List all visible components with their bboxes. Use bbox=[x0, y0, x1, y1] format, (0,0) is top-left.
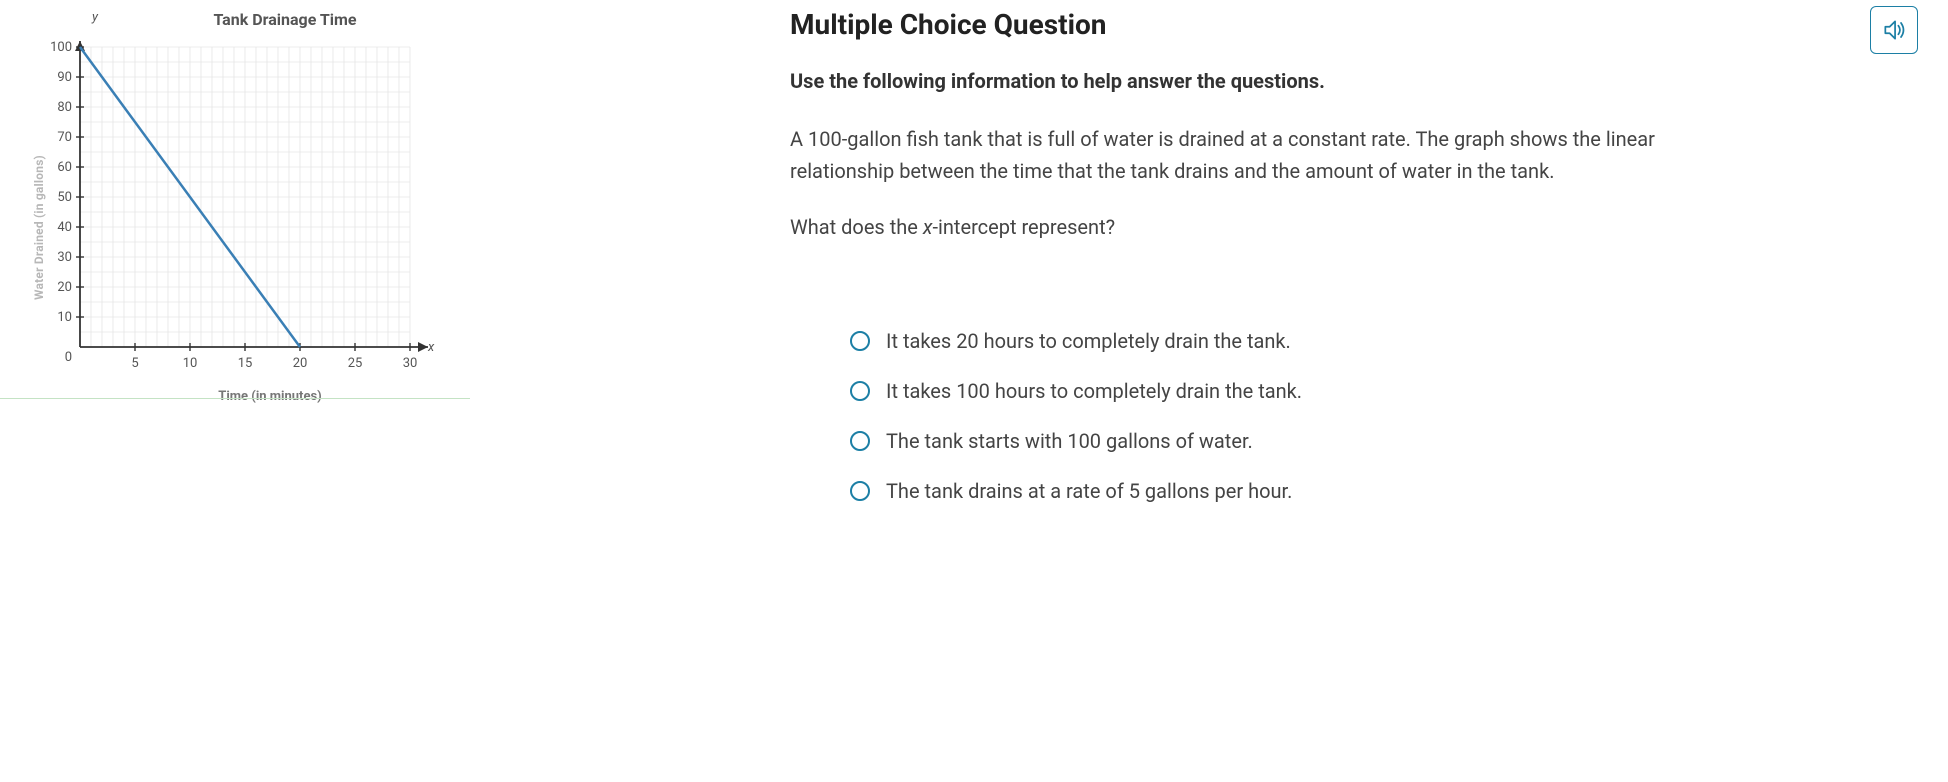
option-label: It takes 100 hours to completely drain t… bbox=[886, 379, 1302, 403]
svg-text:15: 15 bbox=[238, 356, 253, 371]
radio-icon bbox=[850, 381, 870, 401]
audio-button[interactable] bbox=[1870, 6, 1918, 54]
svg-text:30: 30 bbox=[403, 356, 418, 371]
divider-under-chart bbox=[0, 398, 470, 399]
svg-text:100: 100 bbox=[50, 40, 72, 55]
x-axis-letter: x bbox=[428, 340, 462, 374]
svg-text:10: 10 bbox=[183, 356, 198, 371]
radio-icon bbox=[850, 431, 870, 451]
chart-panel: Tank Drainage Time y Water Drained (in g… bbox=[0, 0, 780, 782]
question-instruction: Use the following information to help an… bbox=[790, 69, 1918, 93]
option-label: The tank drains at a rate of 5 gallons p… bbox=[886, 479, 1292, 503]
svg-text:50: 50 bbox=[57, 190, 72, 205]
svg-text:90: 90 bbox=[57, 70, 72, 85]
chart-title: Tank Drainage Time bbox=[110, 10, 460, 29]
prompt-suffix: -intercept represent? bbox=[932, 215, 1115, 239]
options-list: It takes 20 hours to completely drain th… bbox=[850, 329, 1918, 503]
option-label: It takes 20 hours to completely drain th… bbox=[886, 329, 1291, 353]
question-panel: Multiple Choice Question Use the followi… bbox=[780, 0, 1948, 782]
svg-text:60: 60 bbox=[57, 160, 72, 175]
svg-text:0: 0 bbox=[65, 350, 72, 365]
question-prompt: What does the x-intercept represent? bbox=[790, 215, 1918, 239]
option-d[interactable]: The tank drains at a rate of 5 gallons p… bbox=[850, 479, 1918, 503]
svg-text:70: 70 bbox=[57, 130, 72, 145]
svg-text:30: 30 bbox=[57, 250, 72, 265]
svg-text:10: 10 bbox=[57, 310, 72, 325]
option-b[interactable]: It takes 100 hours to completely drain t… bbox=[850, 379, 1918, 403]
svg-text:40: 40 bbox=[57, 220, 72, 235]
question-body: A 100-gallon fish tank that is full of w… bbox=[790, 123, 1690, 187]
y-axis-letter: y bbox=[92, 10, 98, 25]
speaker-icon bbox=[1881, 17, 1907, 43]
page-container: Tank Drainage Time y Water Drained (in g… bbox=[0, 0, 1948, 782]
question-heading: Multiple Choice Question bbox=[790, 8, 1918, 41]
option-c[interactable]: The tank starts with 100 gallons of wate… bbox=[850, 429, 1918, 453]
svg-text:20: 20 bbox=[57, 280, 72, 295]
radio-icon bbox=[850, 481, 870, 501]
chart-svg: 5 10 15 20 25 30 10 20 30 40 50 60 70 80 90 100 0 bbox=[20, 33, 440, 383]
radio-icon bbox=[850, 331, 870, 351]
svg-text:80: 80 bbox=[57, 100, 72, 115]
y-axis-label: Water Drained (in gallons) bbox=[32, 155, 46, 300]
svg-text:25: 25 bbox=[348, 356, 363, 371]
svg-text:20: 20 bbox=[293, 356, 308, 371]
option-a[interactable]: It takes 20 hours to completely drain th… bbox=[850, 329, 1918, 353]
x-axis-label: Time (in minutes) bbox=[80, 389, 460, 404]
prompt-prefix: What does the bbox=[790, 215, 923, 239]
chart-wrapper: Tank Drainage Time y Water Drained (in g… bbox=[20, 10, 460, 404]
option-label: The tank starts with 100 gallons of wate… bbox=[886, 429, 1253, 453]
svg-text:5: 5 bbox=[131, 356, 138, 371]
